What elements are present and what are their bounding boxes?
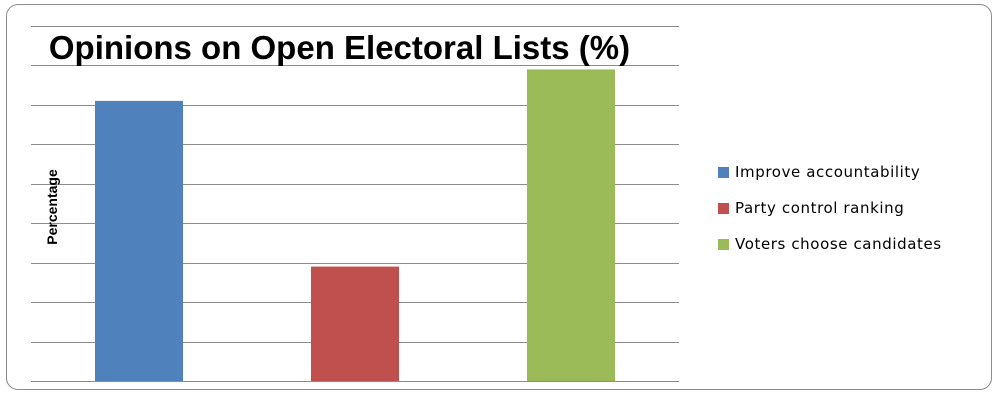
legend-item: Party control ranking xyxy=(718,198,942,218)
legend-swatch xyxy=(718,238,729,250)
legend-swatch xyxy=(718,166,729,178)
legend: Improve accountability Party control ran… xyxy=(718,162,942,270)
bar-2 xyxy=(311,266,399,381)
legend-item: Voters choose candidates xyxy=(718,234,942,254)
y-axis-label: Percentage xyxy=(44,169,60,245)
legend-label: Improve accountability xyxy=(735,163,921,181)
legend-label: Voters choose candidates xyxy=(735,235,942,253)
bar-1 xyxy=(95,100,183,382)
legend-swatch xyxy=(718,202,729,214)
legend-item: Improve accountability xyxy=(718,162,942,182)
legend-label: Party control ranking xyxy=(735,199,905,217)
chart-title: Opinions on Open Electoral Lists (%) xyxy=(48,29,631,66)
bar-3 xyxy=(527,69,615,382)
